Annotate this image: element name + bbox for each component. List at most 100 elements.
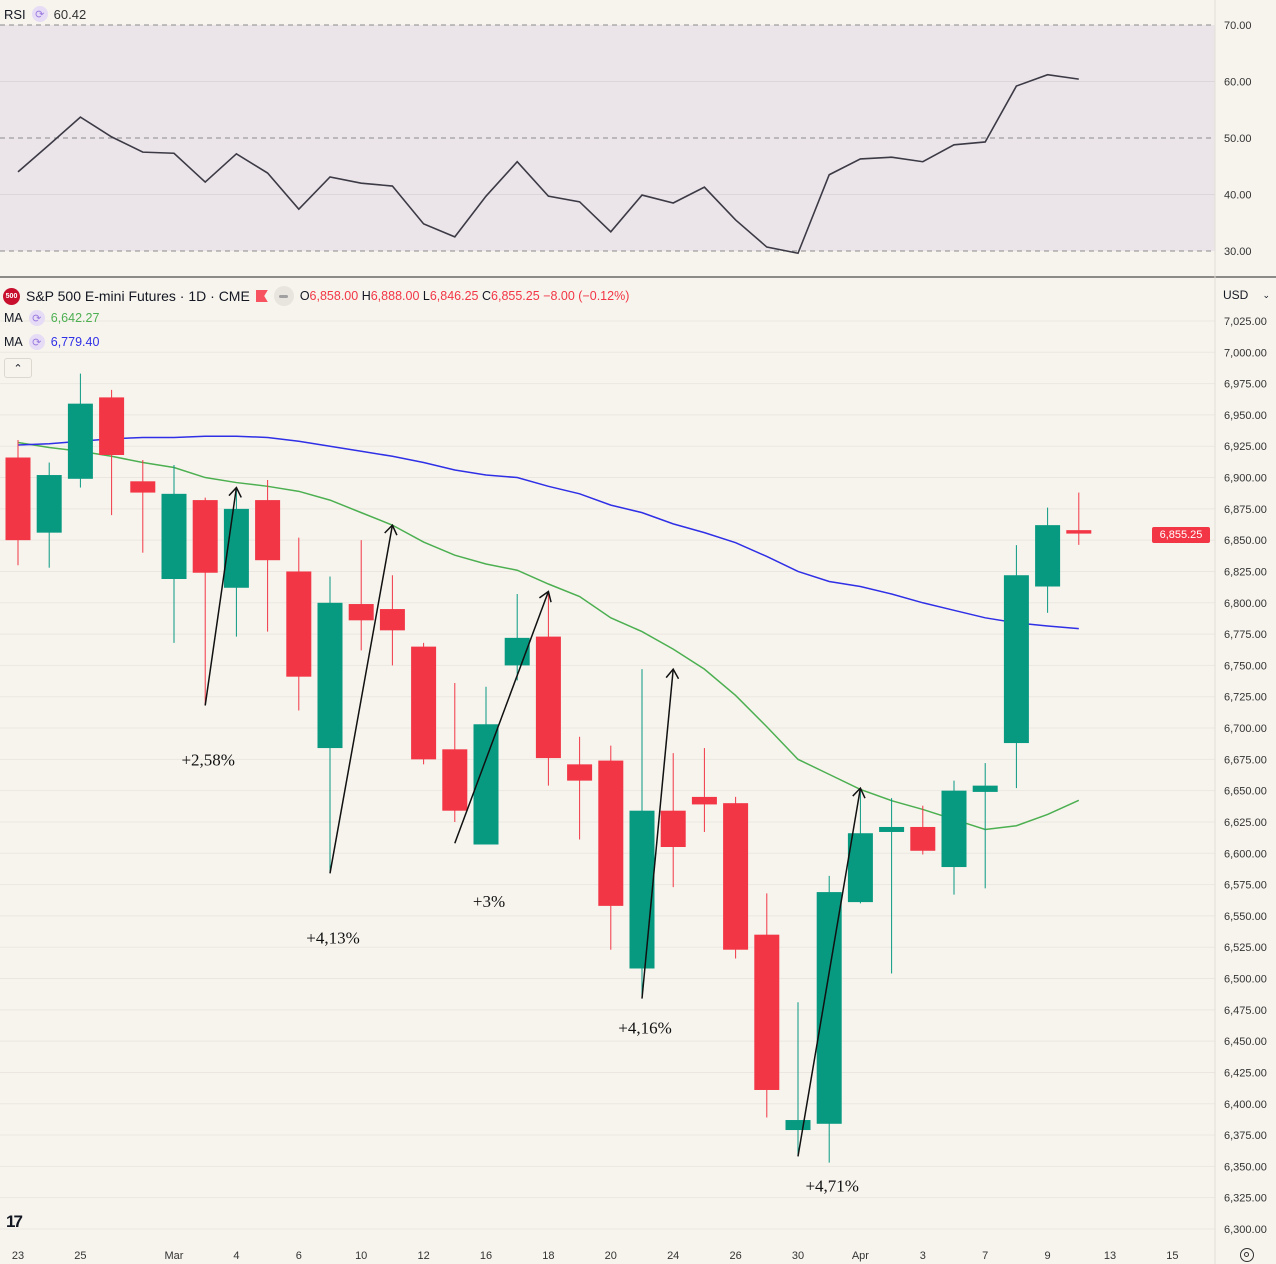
candle-body: [473, 724, 499, 845]
annotation-label: +4,16%: [618, 1019, 672, 1038]
date-tick-label: 26: [729, 1250, 741, 1262]
annotation-arrow: [204, 486, 242, 706]
candle-body: [67, 403, 93, 479]
high-value: 6,888.00: [370, 289, 420, 303]
candle-body: [379, 609, 405, 631]
date-tick-label: 10: [355, 1250, 367, 1262]
price-tick-label: 6,900.00: [1224, 473, 1267, 485]
refresh-icon[interactable]: ⟳: [28, 334, 45, 350]
flag-icon[interactable]: [255, 290, 268, 302]
date-tick-label: 30: [792, 1250, 804, 1262]
price-tick-label: 6,325.00: [1224, 1193, 1267, 1205]
candle: [816, 875, 842, 1163]
ma2-legend[interactable]: MA ⟳ 6,779.40: [4, 334, 99, 350]
rsi-tick-label: 40.00: [1224, 190, 1252, 202]
candle-body: [567, 764, 593, 781]
rsi-legend[interactable]: RSI ⟳ 60.42: [4, 6, 86, 22]
candle: [785, 1002, 811, 1157]
candle: [286, 537, 312, 711]
arrow-shaft: [329, 525, 394, 874]
candle-body: [598, 760, 624, 906]
candle: [379, 575, 405, 666]
annotation-arrow: [797, 786, 866, 1157]
candle: [504, 594, 530, 681]
candle: [847, 788, 873, 904]
arrow-shaft: [204, 487, 238, 706]
arrow-shaft: [641, 669, 674, 999]
chevron-down-icon: ⌄: [1262, 289, 1270, 300]
date-tick-label: 4: [233, 1250, 239, 1262]
annotation-arrow: [641, 667, 680, 999]
rsi-tick-label: 70.00: [1224, 20, 1252, 32]
date-tick-label: 23: [12, 1250, 24, 1262]
candle: [910, 805, 936, 855]
price-tick-label: 6,650.00: [1224, 786, 1267, 798]
date-tick-label: 18: [542, 1250, 554, 1262]
price-tick-label: 6,600.00: [1224, 848, 1267, 860]
arrow-head: [228, 486, 242, 498]
price-tick-label: 6,500.00: [1224, 974, 1267, 986]
candle: [348, 540, 374, 651]
candle: [723, 796, 749, 959]
candle: [754, 893, 780, 1118]
minus-icon[interactable]: [273, 286, 294, 306]
arrow-head: [665, 667, 680, 680]
arrow-head: [852, 786, 866, 799]
candle-body: [317, 602, 343, 749]
price-tick-label: 6,550.00: [1224, 911, 1267, 923]
price-tick-label: 6,925.00: [1224, 441, 1267, 453]
ma-fast-line: [17, 441, 1080, 831]
price-tick-label: 6,975.00: [1224, 379, 1267, 391]
price-tick-label: 6,375.00: [1224, 1130, 1267, 1142]
candle-body: [535, 636, 561, 759]
arrow-head: [538, 590, 552, 603]
price-tick-label: 6,350.00: [1224, 1161, 1267, 1173]
candle-body: [910, 826, 936, 851]
candle: [223, 487, 249, 637]
open-label: O: [299, 289, 310, 303]
candle-body: [941, 790, 967, 868]
price-tick-label: 6,825.00: [1224, 566, 1267, 578]
refresh-icon[interactable]: ⟳: [31, 6, 48, 22]
currency-select[interactable]: USD ⌄: [1216, 284, 1276, 306]
rsi-tick-label: 30.00: [1224, 246, 1252, 258]
ma1-label: MA: [4, 311, 23, 325]
candle-body: [879, 826, 905, 832]
symbol-logo: 500: [3, 287, 20, 305]
candle: [99, 389, 125, 516]
candle-body: [972, 785, 998, 792]
refresh-icon[interactable]: ⟳: [28, 310, 45, 326]
annotation-label: +3%: [473, 892, 505, 911]
candle-body: [411, 646, 437, 760]
candle-body: [847, 833, 873, 903]
currency-label: USD: [1223, 288, 1249, 302]
current-price-tag: 6,855.25: [1152, 527, 1210, 543]
ma1-legend[interactable]: MA ⟳ 6,642.27: [4, 310, 99, 326]
candle-body: [723, 803, 749, 950]
price-tick-label: 6,800.00: [1224, 598, 1267, 610]
symbol-title[interactable]: S&P 500 E-mini Futures · 1D · CME: [26, 288, 250, 304]
collapse-legend-button[interactable]: ⌃: [4, 358, 32, 378]
price-pane: +2,58% +4,13% +3% +4,16% +4,71%: [0, 320, 1215, 1230]
price-tick-label: 6,950.00: [1224, 410, 1267, 422]
candle: [161, 465, 187, 643]
settings-icon[interactable]: [1240, 1248, 1254, 1262]
date-tick-label: 20: [605, 1250, 617, 1262]
price-tick-label: 6,700.00: [1224, 723, 1267, 735]
rsi-line: [17, 73, 1079, 255]
date-tick-label: Apr: [852, 1250, 869, 1262]
candle: [317, 576, 343, 874]
price-tick-label: 6,525.00: [1224, 942, 1267, 954]
low-value: 6,846.25: [429, 289, 479, 303]
candle-body: [1035, 525, 1061, 587]
candle: [36, 462, 62, 568]
symbol-legend[interactable]: 500 S&P 500 E-mini Futures · 1D · CME O 6…: [3, 286, 629, 306]
candle: [660, 753, 686, 888]
candle: [130, 460, 156, 553]
date-tick-label: Mar: [165, 1250, 184, 1262]
tradingview-logo[interactable]: 17: [6, 1212, 23, 1231]
candle: [411, 642, 437, 765]
candle-body: [161, 493, 187, 579]
date-tick-label: 7: [982, 1250, 988, 1262]
